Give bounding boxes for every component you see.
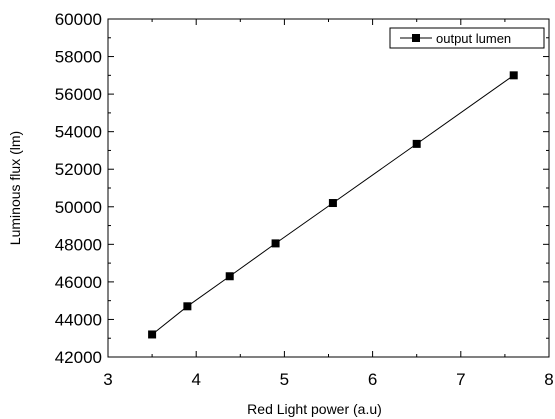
y-tick-label: 58000 bbox=[55, 48, 102, 67]
y-tick-label: 60000 bbox=[55, 10, 102, 29]
data-point-marker bbox=[509, 71, 518, 80]
y-tick-label: 44000 bbox=[55, 310, 102, 329]
data-point-marker bbox=[148, 330, 157, 339]
y-axis-tick-labels: 42000 44000 46000 48000 50000 52000 54000 56000… bbox=[55, 10, 102, 367]
y-tick-label: 50000 bbox=[55, 198, 102, 217]
y-tick-label: 54000 bbox=[55, 123, 102, 142]
y-tick-label: 46000 bbox=[55, 273, 102, 292]
y-tick-label: 48000 bbox=[55, 235, 102, 254]
x-tick-label: 7 bbox=[456, 370, 465, 389]
legend-box bbox=[389, 27, 545, 49]
y-tick-label: 52000 bbox=[55, 160, 102, 179]
x-tick-label: 4 bbox=[191, 370, 200, 389]
legend-marker-square bbox=[412, 34, 420, 42]
plot-area bbox=[107, 18, 550, 358]
x-tick-label: 5 bbox=[280, 370, 289, 389]
data-point-marker bbox=[183, 302, 192, 311]
data-point-marker bbox=[328, 199, 337, 208]
legend-label: output lumen bbox=[436, 31, 511, 46]
axis-ticks bbox=[107, 18, 550, 358]
x-axis-tick-labels: 3 4 5 6 7 8 bbox=[103, 370, 553, 389]
data-point-marker bbox=[412, 139, 421, 148]
data-point-marker bbox=[225, 272, 234, 281]
series-layer bbox=[148, 71, 518, 339]
y-tick-label: 42000 bbox=[55, 348, 102, 367]
y-tick-label: 56000 bbox=[55, 85, 102, 104]
x-tick-label: 8 bbox=[544, 370, 553, 389]
x-axis-title: Red Light power (a.u) bbox=[247, 401, 382, 417]
x-tick-label: 6 bbox=[368, 370, 377, 389]
y-axis-title: Luminous flux (lm) bbox=[7, 131, 23, 245]
plot-frame bbox=[107, 18, 550, 358]
data-point-marker bbox=[271, 239, 280, 248]
x-tick-label: 3 bbox=[103, 370, 112, 389]
legend: output lumen bbox=[389, 27, 545, 49]
